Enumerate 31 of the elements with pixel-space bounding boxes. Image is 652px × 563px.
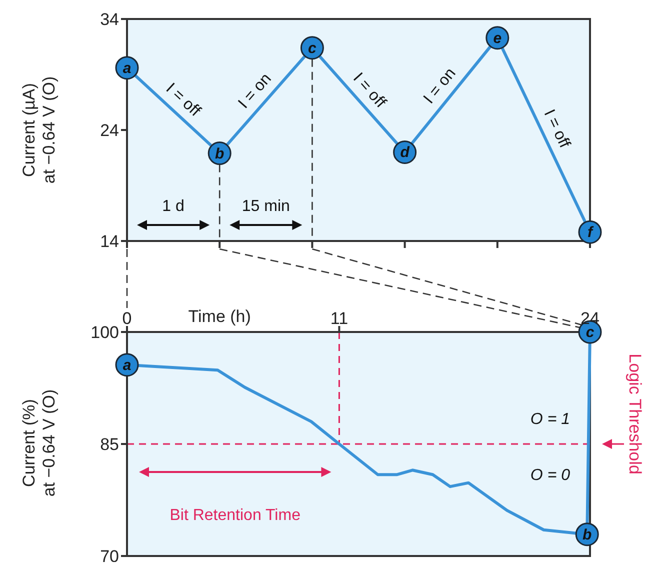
- y-axis-title: Current (%) at −0.64 V (O): [20, 389, 60, 497]
- data-label: b: [582, 526, 592, 544]
- data-label: e: [493, 30, 502, 47]
- data-label: f: [588, 224, 594, 242]
- data-label: c: [308, 40, 318, 57]
- ref-line-label: Logic Threshold: [626, 354, 645, 474]
- annotation: 1 d: [162, 198, 184, 215]
- data-label: b: [215, 145, 224, 162]
- annotation: I = off: [162, 80, 204, 120]
- y-tick-label: 14: [100, 232, 119, 252]
- annotation: I = on: [235, 70, 275, 112]
- y-tick-label: 34: [100, 10, 119, 30]
- y-tick-label: 100: [90, 323, 119, 342]
- data-label: a: [122, 356, 132, 374]
- data-label: d: [400, 144, 410, 162]
- annotation: O = 1: [530, 411, 570, 428]
- annotation: I = off: [540, 107, 574, 152]
- annotation: Bit Retention Time: [170, 507, 301, 524]
- annotation: 15 min: [242, 198, 290, 215]
- data-label: c: [586, 324, 595, 341]
- y-tick-label: 70: [100, 547, 119, 563]
- x-axis-title: Time (h): [188, 307, 251, 326]
- y-axis-title: Current (µA) at −0.64 V (O): [20, 76, 60, 184]
- data-label: a: [122, 60, 132, 77]
- x-tick-label: 11: [330, 309, 348, 328]
- annotation: I = off: [349, 70, 390, 112]
- y-tick-label: 24: [100, 121, 119, 140]
- annotation: O = 0: [530, 467, 570, 484]
- x-tick-label: 0: [122, 309, 132, 328]
- annotation: I = on: [420, 64, 460, 108]
- y-tick-label: 85: [100, 435, 119, 454]
